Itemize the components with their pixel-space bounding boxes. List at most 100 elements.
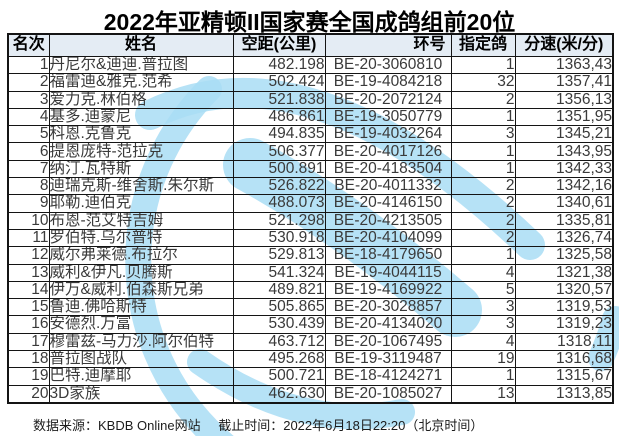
- name-cell: 布恩-范艾特吉姆: [48, 211, 234, 230]
- table-row: 8 迪瑞克斯-维舍斯.朱尔斯 526.822 BE-20-4011332 2 1…: [7, 177, 614, 196]
- table-row: 3 爱力克.林伯格 521.838 BE-20-2072124 2 1356,1…: [7, 90, 614, 109]
- designated-cell: 3: [450, 315, 516, 334]
- rank-cell: 11: [7, 228, 50, 248]
- ring-cell: BE-20-4134020: [324, 315, 452, 334]
- ring-cell: BE-20-4146150: [324, 194, 452, 213]
- ring-cell: BE-20-4183504: [324, 159, 452, 179]
- table-row: 14 伊万&威利.伯森斯兄弟 489.821 BE-19-4169922 5 1…: [7, 280, 614, 300]
- rank-cell: 1: [7, 55, 50, 75]
- name-cell: 科恩.克鲁克: [48, 125, 234, 144]
- designated-cell: 4: [450, 263, 516, 282]
- ring-cell: BE-19-3050779: [324, 107, 452, 127]
- distance-cell: 505.865: [232, 298, 326, 317]
- name-cell: 罗伯特.乌尔普特: [48, 228, 234, 248]
- rank-cell: 6: [7, 142, 50, 161]
- rank-cell: 16: [7, 315, 50, 334]
- table-row: 1 丹尼尔&迪迪.普拉图 482.198 BE-20-3060810 1 136…: [7, 55, 614, 75]
- header-distance: 空距(公里): [232, 33, 326, 57]
- designated-cell: 1: [450, 55, 516, 75]
- speed-cell: 1335,81: [514, 211, 614, 230]
- distance-cell: 521.838: [232, 90, 326, 109]
- data-source-text: 数据来源：KBDB Online网站: [33, 418, 201, 433]
- rank-cell: 12: [7, 246, 50, 265]
- speed-cell: 1363,43: [514, 55, 614, 75]
- name-cell: 普拉图战队: [48, 350, 234, 369]
- ring-cell: BE-18-4179650: [324, 246, 452, 265]
- designated-cell: 32: [450, 73, 516, 92]
- rank-cell: 9: [7, 194, 50, 213]
- speed-cell: 1320,57: [514, 280, 614, 300]
- table-row: 5 科恩.克鲁克 494.835 BE-19-4032264 3 1345,21: [7, 125, 614, 144]
- designated-cell: 3: [450, 298, 516, 317]
- table-row: 18 普拉图战队 495.268 BE-19-3119487 19 1316,6…: [7, 350, 614, 369]
- distance-cell: 502.424: [232, 73, 326, 92]
- rank-cell: 19: [7, 367, 50, 386]
- table-row: 13 威利&伊凡.贝腾斯 541.324 BE-19-4044115 4 132…: [7, 263, 614, 282]
- name-cell: 基多.迪蒙尼: [48, 107, 234, 127]
- designated-cell: 1: [450, 142, 516, 161]
- table-row: 6 提恩庞特-范拉克 506.377 BE-20-4017126 1 1343,…: [7, 142, 614, 161]
- distance-cell: 495.268: [232, 350, 326, 369]
- distance-cell: 488.073: [232, 194, 326, 213]
- distance-cell: 482.198: [232, 55, 326, 75]
- rank-cell: 17: [7, 332, 50, 352]
- name-cell: 威尔弗莱德.布拉尔: [48, 246, 234, 265]
- speed-cell: 1316,68: [514, 350, 614, 369]
- speed-cell: 1313,85: [514, 384, 614, 404]
- distance-cell: 541.324: [232, 263, 326, 282]
- distance-cell: 530.439: [232, 315, 326, 334]
- name-cell: 巴特.迪摩耶: [48, 367, 234, 386]
- ring-cell: BE-19-3119487: [324, 350, 452, 369]
- speed-cell: 1342,33: [514, 159, 614, 179]
- results-table: 名次 姓名 空距(公里) 环号 指定鸽 分速(米/分) 1 丹尼尔&迪迪.普拉图…: [7, 33, 614, 404]
- page-title: 2022年亚精顿II国家赛全国成鸽组前20位: [103, 9, 516, 35]
- speed-cell: 1325,58: [514, 246, 614, 265]
- name-cell: 穆雷兹-马力沙.阿尔伯特: [48, 332, 234, 352]
- designated-cell: 13: [450, 384, 516, 404]
- table-row: 11 罗伯特.乌尔普特 530.918 BE-20-4104099 2 1326…: [7, 228, 614, 248]
- designated-cell: 19: [450, 350, 516, 369]
- designated-cell: 2: [450, 211, 516, 230]
- ring-cell: BE-19-4044115: [324, 263, 452, 282]
- name-cell: 伊万&威利.伯森斯兄弟: [48, 280, 234, 300]
- name-cell: 爱力克.林伯格: [48, 90, 234, 109]
- rank-cell: 15: [7, 298, 50, 317]
- distance-cell: 463.712: [232, 332, 326, 352]
- ring-cell: BE-20-1085027: [324, 384, 452, 404]
- table-row: 19 巴特.迪摩耶 500.721 BE-18-4124271 1 1315,6…: [7, 367, 614, 386]
- rank-cell: 2: [7, 73, 50, 92]
- name-cell: 纳汀.瓦特斯: [48, 159, 234, 179]
- speed-cell: 1321,38: [514, 263, 614, 282]
- name-cell: 迪瑞克斯-维舍斯.朱尔斯: [48, 177, 234, 196]
- ring-cell: BE-18-4124271: [324, 367, 452, 386]
- ring-cell: BE-20-4017126: [324, 142, 452, 161]
- designated-cell: 2: [450, 177, 516, 196]
- ring-cell: BE-20-4104099: [324, 228, 452, 248]
- table-row: 2 福雷迪&雅克.范希 502.424 BE-19-4084218 32 135…: [7, 73, 614, 92]
- distance-cell: 526.822: [232, 177, 326, 196]
- speed-cell: 1340,61: [514, 194, 614, 213]
- speed-cell: 1357,41: [514, 73, 614, 92]
- table-row: 12 威尔弗莱德.布拉尔 529.813 BE-18-4179650 1 132…: [7, 246, 614, 265]
- deadline-text: 截止时间：2022年6月18日22:20（北京时间）: [218, 418, 484, 433]
- rank-cell: 14: [7, 280, 50, 300]
- table-row: 17 穆雷兹-马力沙.阿尔伯特 463.712 BE-20-1067495 4 …: [7, 332, 614, 352]
- ring-cell: BE-20-4011332: [324, 177, 452, 196]
- distance-cell: 462.630: [232, 384, 326, 404]
- header-rank: 名次: [7, 33, 50, 57]
- ring-cell: BE-20-1067495: [324, 332, 452, 352]
- name-cell: 福雷迪&雅克.范希: [48, 73, 234, 92]
- table-row: 10 布恩-范艾特吉姆 521.298 BE-20-4213505 2 1335…: [7, 211, 614, 230]
- ring-cell: BE-20-4213505: [324, 211, 452, 230]
- designated-cell: 1: [450, 367, 516, 386]
- rank-cell: 8: [7, 177, 50, 196]
- distance-cell: 530.918: [232, 228, 326, 248]
- designated-cell: 4: [450, 332, 516, 352]
- name-cell: 耶勒.迪伯克: [48, 194, 234, 213]
- speed-cell: 1343,95: [514, 142, 614, 161]
- header-designated: 指定鸽: [450, 33, 516, 57]
- name-cell: 丹尼尔&迪迪.普拉图: [48, 55, 234, 75]
- ring-cell: BE-20-3060810: [324, 55, 452, 75]
- speed-cell: 1356,13: [514, 90, 614, 109]
